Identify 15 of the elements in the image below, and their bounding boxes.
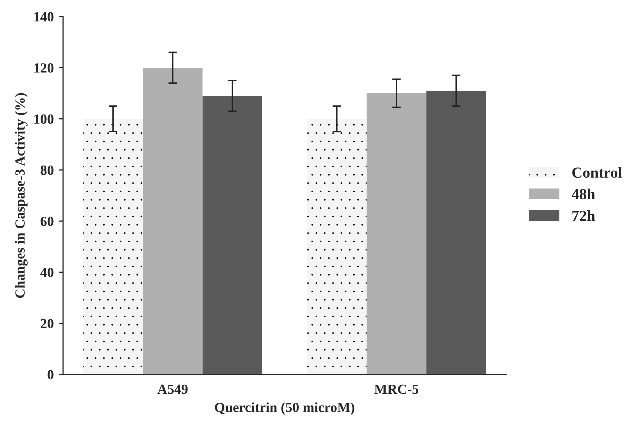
legend-label: 72h [572, 210, 596, 222]
y-tick-label: 60 [40, 216, 54, 226]
y-axis-title: Changes in Caspase-3 Activity (%) [15, 93, 28, 298]
y-tick-label: 20 [40, 319, 54, 329]
y-tick-label: 100 [34, 114, 54, 124]
x-tick-label: MRC-5 [374, 384, 419, 394]
x-axis-title: Quercitrin (50 microM) [215, 402, 355, 416]
y-tick-label: 140 [34, 12, 54, 22]
y-tick-label: 120 [34, 64, 54, 73]
x-tick-label: A549 [158, 384, 188, 394]
y-tick-label: 0 [48, 370, 54, 380]
y-tick-label: 80 [40, 166, 54, 176]
legend-label: 48h [572, 188, 596, 200]
legend-label: Control [572, 167, 622, 178]
y-tick-label: 40 [40, 268, 54, 278]
